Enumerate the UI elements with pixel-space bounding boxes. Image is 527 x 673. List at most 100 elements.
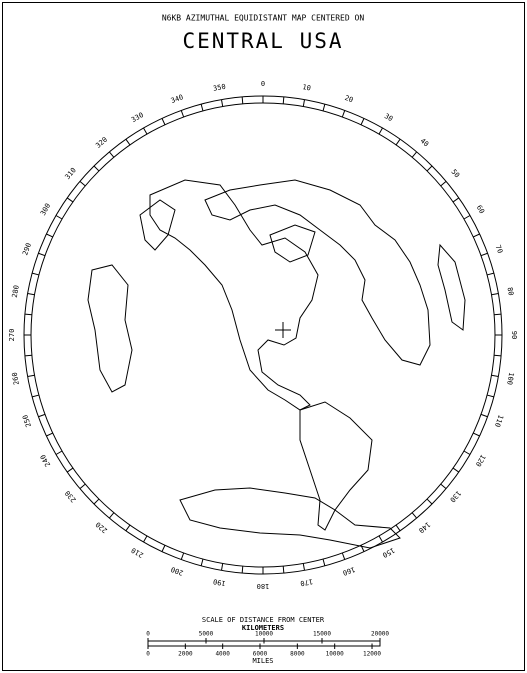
ring-tick: [491, 374, 499, 377]
ring-tick: [395, 138, 401, 146]
antarctica: [179, 487, 401, 549]
ring-tick: [494, 313, 502, 316]
mile-tick-label: 12000: [363, 651, 381, 658]
azimuth-label: 300: [39, 202, 52, 217]
ring-tick: [302, 99, 305, 107]
scale-title: SCALE OF DISTANCE FROM CENTER: [202, 616, 325, 624]
ring-tick: [241, 566, 244, 574]
azimuth-label: 70: [494, 244, 504, 255]
ring-tick: [180, 110, 185, 118]
azimuth-label: 40: [419, 137, 431, 149]
azimuth-label: 150: [381, 546, 396, 559]
azimuth-label: 320: [94, 136, 109, 150]
azimuth-label: 190: [212, 577, 226, 587]
mile-tick-label: 8000: [290, 651, 305, 658]
ring-tick: [322, 104, 326, 112]
ring-tick: [378, 535, 383, 543]
ring-tick: [440, 180, 447, 187]
ring-tick: [463, 450, 471, 455]
mile-tick-label: 6000: [253, 651, 268, 658]
azimuth-label: 240: [39, 453, 52, 468]
map-subtitle: CENTRAL USA: [182, 29, 343, 53]
ring-tick: [125, 524, 131, 532]
ring-tick: [27, 374, 35, 377]
ring-tick: [341, 552, 346, 560]
ring-tick: [480, 413, 488, 418]
ring-tick: [426, 165, 433, 172]
ring-tick: [108, 151, 115, 158]
europe-asia: [204, 179, 431, 366]
ring-tick: [463, 215, 471, 220]
azimuth-label: 180: [257, 582, 270, 590]
km-tick-label: 10000: [255, 631, 273, 638]
center-marker: [275, 322, 291, 338]
asia-east: [139, 199, 176, 251]
ring-tick: [486, 394, 494, 398]
ring-tick: [55, 450, 63, 455]
ring-tick: [200, 104, 204, 112]
ring-tick: [486, 272, 494, 276]
azimuth-label: 110: [493, 414, 505, 429]
azimuth-label: 350: [212, 83, 226, 93]
ring-tick: [27, 293, 35, 296]
azimuth-label: 260: [11, 372, 21, 386]
landmasses: [87, 179, 466, 549]
azimuth-label: 340: [170, 93, 185, 105]
ring-tick: [440, 483, 447, 490]
ring-tick: [452, 467, 460, 473]
ring-tick: [143, 535, 148, 543]
ring-tick: [411, 151, 418, 158]
azimuth-label: 280: [11, 284, 21, 298]
ring-tick: [322, 558, 326, 566]
km-tick-label: 5000: [199, 631, 214, 638]
ring-tick: [66, 467, 74, 473]
km-tick-label: 20000: [371, 631, 389, 638]
ring-tick: [93, 165, 100, 172]
km-tick-label: 0: [146, 631, 150, 638]
ring-tick: [411, 512, 418, 519]
azimuth-label: 310: [64, 166, 78, 181]
ring-tick: [282, 566, 285, 574]
ring-tick: [395, 524, 401, 532]
ring-tick: [491, 293, 499, 296]
azimuth-label: 170: [300, 577, 314, 587]
azimuth-label: 160: [342, 565, 357, 577]
ring-tick: [341, 110, 346, 118]
azimuth-label: 80: [506, 287, 515, 297]
ring-tick: [66, 197, 74, 203]
ring-tick: [79, 180, 86, 187]
greenland: [269, 224, 316, 263]
ring-tick: [473, 233, 480, 238]
azimuth-label: 90: [510, 331, 518, 339]
azimuth-label: 30: [383, 112, 394, 123]
ring-tick: [38, 252, 46, 257]
ring-tick: [46, 233, 53, 238]
ring-tick: [494, 354, 502, 357]
azimuth-ring: [23, 95, 503, 575]
ring-tick: [46, 432, 53, 437]
ring-tick: [24, 354, 32, 357]
azimuth-label: 200: [170, 565, 185, 577]
ring-tick: [161, 118, 166, 125]
azimuth-label: 250: [21, 414, 33, 429]
azimuth-label: 10: [302, 83, 312, 92]
ring-tick: [32, 394, 40, 398]
australia: [87, 264, 133, 393]
ring-tick: [79, 483, 86, 490]
ring-tick: [55, 215, 63, 220]
azimuth-label: 330: [130, 111, 145, 124]
ring-tick: [473, 432, 480, 437]
ring-tick: [426, 498, 433, 505]
ring-tick: [200, 558, 204, 566]
azimuth-label: 290: [21, 242, 33, 257]
ring-tick: [24, 313, 32, 316]
azimuth-label: 270: [8, 329, 16, 342]
azimuth-label: 230: [64, 489, 78, 504]
ring-tick: [378, 127, 383, 135]
mile-tick-label: 10000: [326, 651, 344, 658]
azimuth-label: 120: [474, 453, 487, 468]
ring-tick: [125, 138, 131, 146]
mile-tick-label: 2000: [178, 651, 193, 658]
azimuth-label: 140: [417, 520, 432, 534]
